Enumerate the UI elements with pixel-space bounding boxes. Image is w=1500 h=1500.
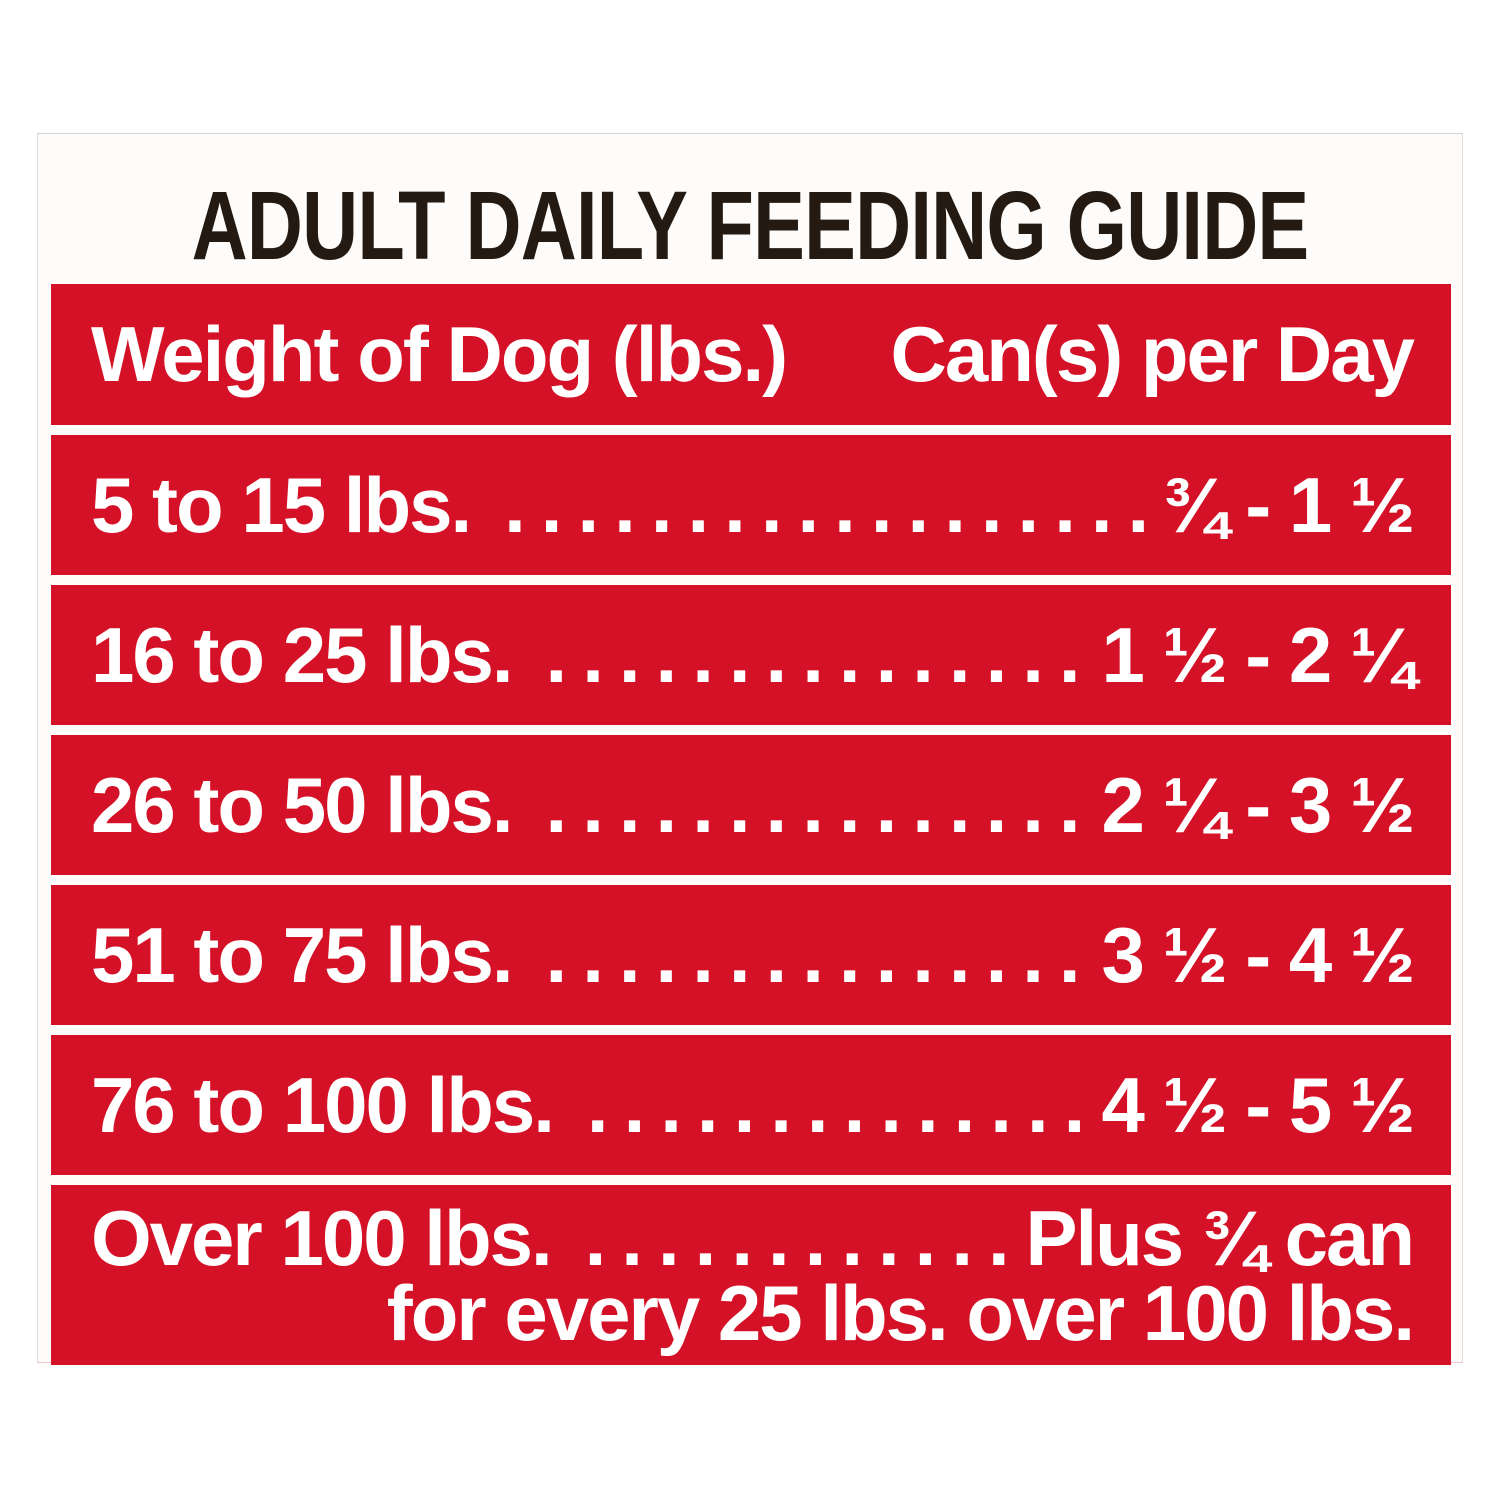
column-header-weight: Weight of Dog (lbs.) bbox=[91, 310, 788, 398]
column-header-cans: Can(s) per Day bbox=[890, 310, 1415, 398]
weight-range: 16 to 25 lbs. bbox=[91, 611, 514, 699]
cans-amount: 4 ½ - 5 ½ bbox=[1101, 1061, 1415, 1149]
weight-range: 76 to 100 lbs. bbox=[91, 1061, 555, 1149]
weight-range: 26 to 50 lbs. bbox=[91, 761, 514, 849]
table-row: 26 to 50 lbs. ..........................… bbox=[51, 735, 1451, 875]
cans-amount: ¾ - 1 ½ bbox=[1162, 461, 1415, 549]
cans-amount: 1 ½ - 2 ¼ bbox=[1101, 611, 1415, 699]
cans-amount: 2 ¼ - 3 ½ bbox=[1101, 761, 1415, 849]
cans-amount: 3 ½ - 4 ½ bbox=[1101, 911, 1415, 999]
dot-leader: ........................................… bbox=[584, 1199, 1012, 1277]
dot-leader: ........................................… bbox=[545, 911, 1088, 999]
weight-range: Over 100 lbs. bbox=[91, 1199, 553, 1277]
feeding-table: Weight of Dog (lbs.) Can(s) per Day 5 to… bbox=[51, 284, 1451, 1365]
table-row: 51 to 75 lbs. ..........................… bbox=[51, 885, 1451, 1025]
dot-leader: ........................................… bbox=[586, 1061, 1088, 1149]
dot-leader: ........................................… bbox=[504, 461, 1149, 549]
dot-leader: ........................................… bbox=[545, 611, 1088, 699]
dot-leader: ........................................… bbox=[545, 761, 1088, 849]
cans-amount: Plus ¾ can bbox=[1025, 1199, 1413, 1277]
over-100-line1: Over 100 lbs. ..........................… bbox=[91, 1199, 1413, 1277]
table-row-over-100: Over 100 lbs. ..........................… bbox=[51, 1185, 1451, 1365]
weight-range: 51 to 75 lbs. bbox=[91, 911, 514, 999]
feeding-guide-label: ADULT DAILY FEEDING GUIDE Weight of Dog … bbox=[37, 133, 1463, 1365]
table-row: 16 to 25 lbs. ..........................… bbox=[51, 585, 1451, 725]
page-title: ADULT DAILY FEEDING GUIDE bbox=[191, 170, 1310, 280]
over-100-line2: for every 25 lbs. over 100 lbs. bbox=[386, 1269, 1415, 1357]
table-row: 5 to 15 lbs. ...........................… bbox=[51, 435, 1451, 575]
table-row: 76 to 100 lbs. .........................… bbox=[51, 1035, 1451, 1175]
weight-range: 5 to 15 lbs. bbox=[91, 461, 472, 549]
title-row: ADULT DAILY FEEDING GUIDE bbox=[38, 176, 1462, 274]
table-header-row: Weight of Dog (lbs.) Can(s) per Day bbox=[51, 284, 1451, 425]
